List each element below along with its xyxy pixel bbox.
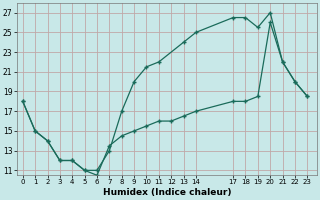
X-axis label: Humidex (Indice chaleur): Humidex (Indice chaleur) (103, 188, 231, 197)
